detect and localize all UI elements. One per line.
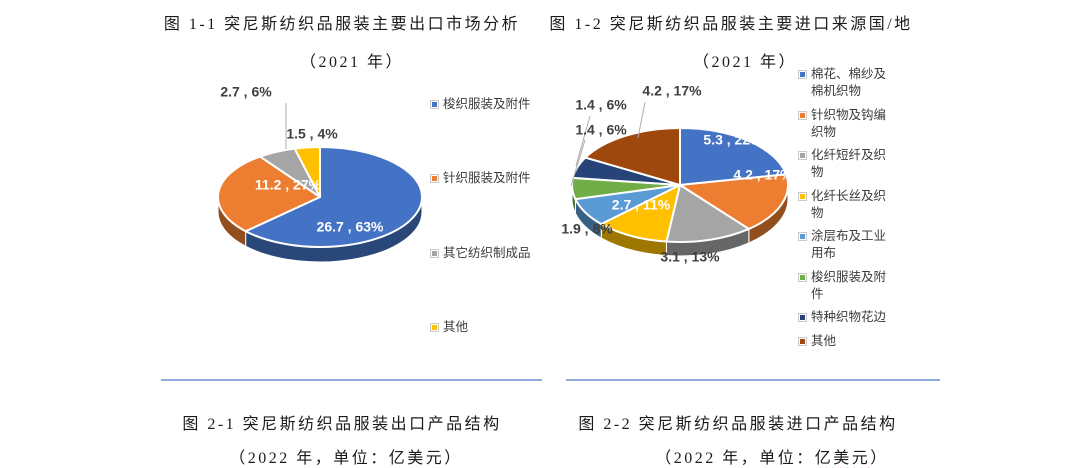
import-pie-chart: 5.3 , 22% 4.2 , 17% 3.1 , 13% 2.7 , 11% 1.9 … xyxy=(552,70,830,287)
legend-marker-icon xyxy=(430,248,439,258)
fig1-2-title: 图 1-2 突尼斯纺织品服装主要进口来源国/地 xyxy=(549,16,913,33)
fig2-1-caption-unit: （2022 年，单位：亿美元） xyxy=(229,450,463,467)
legend-marker-icon xyxy=(430,174,439,184)
pie-data-label: 1.4 , 6% xyxy=(575,122,627,138)
pie-data-label: 4.2 , 17% xyxy=(642,83,702,99)
pie-slice xyxy=(679,173,789,230)
fig1-2-subtitle: （2021 年） xyxy=(692,54,797,71)
legend-label: 其它纺织制成品 xyxy=(443,245,531,260)
legend-label: 梭织服装及附件 xyxy=(811,269,887,301)
fig2-2-unit-suffix: ） xyxy=(870,450,889,467)
pie-3d-svg: 26.7 , 63% 11.2 , 27% 2.7 , 6% 1.5 , 4% xyxy=(217,84,423,263)
legend-label: 化纤短纤及织物 xyxy=(811,148,887,180)
export-pie-chart: 26.7 , 63% 11.2 , 27% 2.7 , 6% 1.5 , 4% xyxy=(140,75,452,282)
fig1-1-subtitle: （2021 年） xyxy=(299,54,404,71)
pie-data-label: 5.3 , 22% xyxy=(703,132,763,148)
pie-data-label: 1.5 , 4% xyxy=(286,126,338,142)
legend-item: 化纤短纤及织物 xyxy=(798,147,889,181)
legend-label: 棉花、棉纱及棉机织物 xyxy=(811,67,887,98)
legend-marker-icon xyxy=(798,70,807,79)
fig1-1-title: 图 1-1 突尼斯纺织品服装主要出口市场分析 xyxy=(163,16,521,33)
legend-label: 针织服装及附件 xyxy=(443,171,531,186)
section-divider-right xyxy=(566,379,940,381)
pie-data-label: 1.4 , 6% xyxy=(575,97,627,113)
legend-label: 特种织物花边 xyxy=(811,310,887,325)
legend-marker-icon xyxy=(798,151,807,161)
fig2-1-caption: 图 2-1 突尼斯纺织品服装出口产品结构 xyxy=(182,416,502,433)
legend-item: 其他 xyxy=(430,319,531,336)
legend-marker-icon xyxy=(798,272,807,282)
label-leader-line xyxy=(637,101,646,139)
pie-data-label: 3.1 , 13% xyxy=(660,249,720,265)
pie-slice xyxy=(665,184,750,243)
legend-marker-icon xyxy=(430,100,439,109)
legend-item: 化纤长丝及织物 xyxy=(798,188,889,222)
legend-item: 棉花、棉纱及棉机织物 xyxy=(798,66,889,100)
section-divider-left xyxy=(161,379,542,381)
legend-label: 其他 xyxy=(443,319,469,334)
legend-item: 针织物及钩编织物 xyxy=(798,107,889,141)
pie-data-label: 1.9 , 8% xyxy=(561,221,613,237)
legend-marker-icon xyxy=(430,322,439,332)
export-pie-legend: 梭织服装及附件 针织服装及附件 其它纺织制成品 其他 xyxy=(430,96,531,336)
pie-slice xyxy=(584,127,681,186)
legend-label: 针织物及钩编织物 xyxy=(811,107,887,139)
pie-data-label: 26.7 , 63% xyxy=(317,219,384,235)
legend-item: 其他 xyxy=(798,333,889,350)
pie-3d-svg: 5.3 , 22% 4.2 , 17% 3.1 , 13% 2.7 , 11% 1.9 … xyxy=(561,83,793,265)
legend-label: 其他 xyxy=(811,333,837,348)
legend-item: 梭织服装及附件 xyxy=(430,96,531,113)
pie-slice xyxy=(293,146,321,198)
import-pie-legend: 棉花、棉纱及棉机织物 针织物及钩编织物 化纤短纤及织物 化纤长丝及织物 涂层布及工业用布… xyxy=(798,66,889,350)
legend-label: 梭织服装及附件 xyxy=(443,97,531,111)
pie-data-label: 2.7 , 6% xyxy=(220,84,272,100)
legend-marker-icon xyxy=(798,191,807,201)
legend-item: 其它纺织制成品 xyxy=(430,245,531,262)
pie-data-label: 2.7 , 11% xyxy=(612,197,671,213)
label-leader-line xyxy=(570,139,586,187)
legend-marker-icon xyxy=(798,313,807,323)
legend-item: 特种织物花边 xyxy=(798,309,889,326)
pie-slice xyxy=(244,146,423,248)
fig2-2-caption-unit: （2022 年，单位：亿美元） xyxy=(572,444,972,468)
fig2-2-unit-misspelled: 亿美元 xyxy=(814,450,871,467)
legend-marker-icon xyxy=(798,232,807,242)
legend-marker-icon xyxy=(798,336,807,346)
fig2-2-caption: 图 2-2 突尼斯纺织品服装进口产品结构 xyxy=(578,416,898,433)
legend-item: 梭织服装及附件 xyxy=(798,269,889,303)
fig2-2-unit-prefix: （2022 年，单位： xyxy=(655,450,815,467)
legend-item: 针织服装及附件 xyxy=(430,170,531,187)
legend-label: 化纤长丝及织物 xyxy=(811,188,887,220)
pie-slice xyxy=(679,127,788,186)
label-leader-line xyxy=(575,115,591,167)
legend-marker-icon xyxy=(798,110,807,120)
legend-item: 涂层布及工业用布 xyxy=(798,228,889,262)
legend-label: 涂层布及工业用布 xyxy=(811,229,887,261)
pie-slice xyxy=(217,155,321,233)
pie-data-label: 4.2 , 17% xyxy=(733,167,793,183)
pie-data-label: 11.2 , 27% xyxy=(255,177,322,193)
